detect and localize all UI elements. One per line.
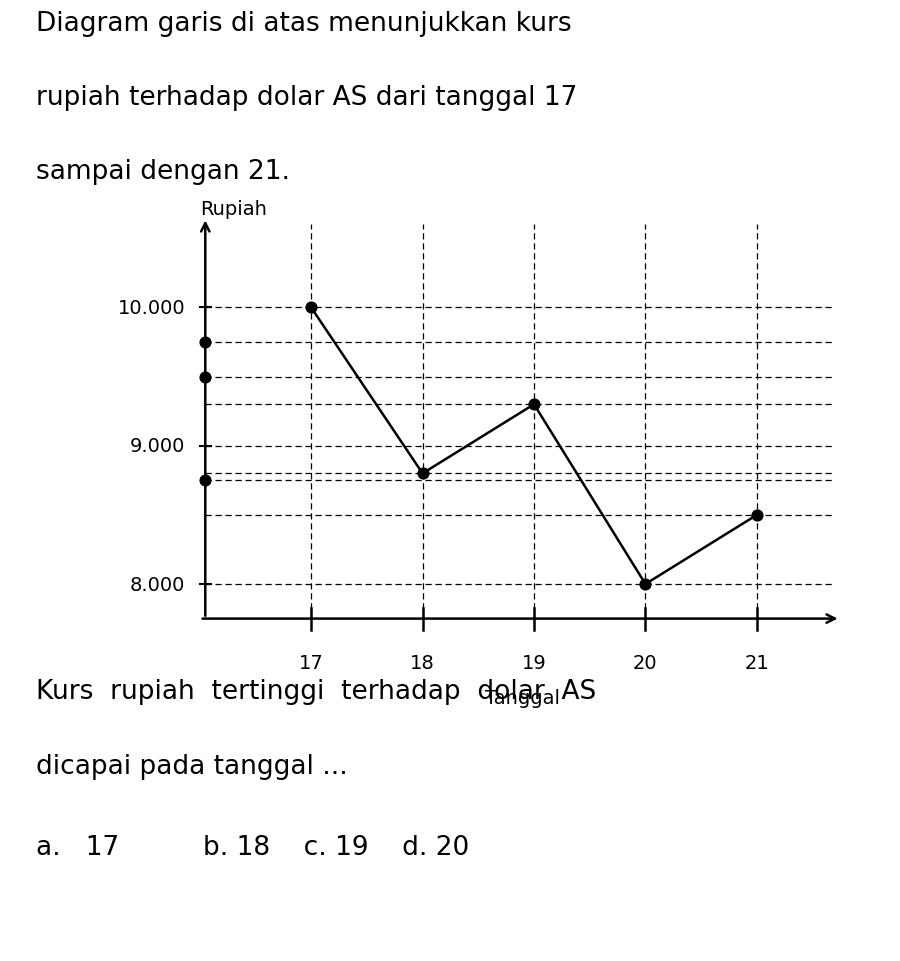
Text: 18: 18 xyxy=(410,653,435,673)
Point xyxy=(526,397,541,412)
Text: 17: 17 xyxy=(299,653,323,673)
Point xyxy=(304,301,319,316)
Point xyxy=(638,577,652,592)
Text: Diagram garis di atas menunjukkan kurs: Diagram garis di atas menunjukkan kurs xyxy=(36,11,572,37)
Text: a.   17          b. 18    c. 19    d. 20: a. 17 b. 18 c. 19 d. 20 xyxy=(36,834,469,860)
Text: 8.000: 8.000 xyxy=(130,575,185,594)
Point xyxy=(198,335,212,351)
Text: 9.000: 9.000 xyxy=(130,436,185,456)
Point xyxy=(198,473,212,488)
Text: 20: 20 xyxy=(633,653,658,673)
Point xyxy=(750,507,764,523)
Text: 19: 19 xyxy=(522,653,546,673)
Point xyxy=(416,466,430,481)
Text: sampai dengan 21.: sampai dengan 21. xyxy=(36,159,290,185)
Text: rupiah terhadap dolar AS dari tanggal 17: rupiah terhadap dolar AS dari tanggal 17 xyxy=(36,85,578,111)
Text: Rupiah: Rupiah xyxy=(200,199,266,218)
Point xyxy=(198,369,212,384)
Text: dicapai pada tanggal ...: dicapai pada tanggal ... xyxy=(36,753,347,779)
Text: Kurs  rupiah  tertinggi  terhadap  dolar  AS: Kurs rupiah tertinggi terhadap dolar AS xyxy=(36,678,596,704)
Text: Tanggal: Tanggal xyxy=(485,688,561,707)
Text: 10.000: 10.000 xyxy=(118,299,185,318)
Text: 21: 21 xyxy=(744,653,770,673)
